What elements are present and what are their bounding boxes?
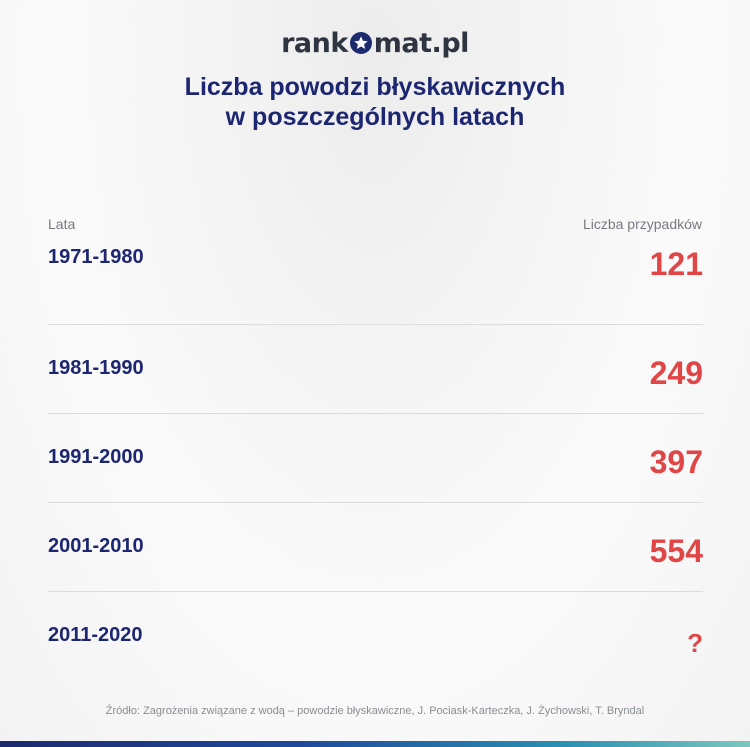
row-count: 397 <box>649 444 703 480</box>
column-header-count: Liczba przypadków <box>582 216 702 232</box>
row-years: 2001-2010 <box>48 535 144 557</box>
table-row: 2011-2020 ? <box>48 591 703 680</box>
logo-text-mat: mat.pl <box>373 28 470 59</box>
logo-text-rank: rank <box>281 28 348 59</box>
table-row: 1991-2000 397 <box>48 413 703 502</box>
source-note: Źródło: Zagrożenia związane z wodą – pow… <box>105 705 645 717</box>
bottom-gradient-bar <box>0 741 750 747</box>
column-header-years: Lata <box>48 216 76 232</box>
row-count: 554 <box>649 533 703 569</box>
row-count: 249 <box>649 355 703 391</box>
table-row: 2001-2010 554 <box>48 502 703 591</box>
row-years: 1981-1990 <box>48 357 144 379</box>
data-table: 1971-1980 121 1981-1990 249 1991-2000 39… <box>48 236 703 680</box>
row-years: 1971-1980 <box>48 246 144 268</box>
page-title: Liczba powodzi błyskawicznych w poszczeg… <box>0 72 750 132</box>
table-row: 1981-1990 249 <box>48 324 703 413</box>
row-count-unknown: ? <box>687 628 703 658</box>
row-years: 1991-2000 <box>48 446 144 468</box>
star-icon <box>349 32 372 54</box>
row-count: 121 <box>649 246 703 282</box>
title-line-2: w poszczególnych latach <box>225 103 525 131</box>
table-row: 1971-1980 121 <box>48 236 703 324</box>
rankomat-logo: rank mat.pl <box>0 28 750 59</box>
row-years: 2011-2020 <box>48 624 143 646</box>
title-line-1: Liczba powodzi błyskawicznych <box>184 73 566 101</box>
